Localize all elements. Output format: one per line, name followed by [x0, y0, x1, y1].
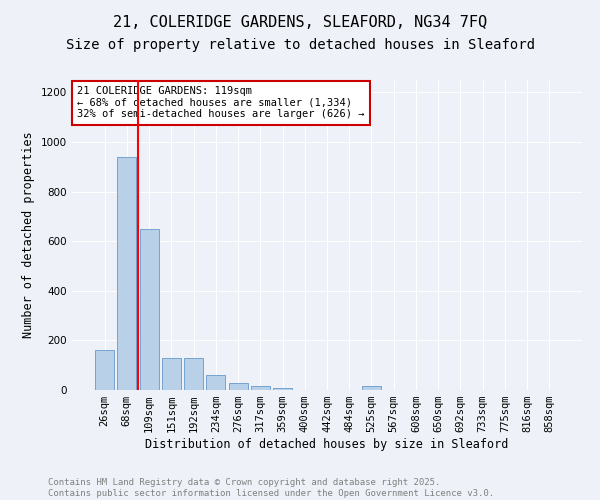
- Text: 21, COLERIDGE GARDENS, SLEAFORD, NG34 7FQ: 21, COLERIDGE GARDENS, SLEAFORD, NG34 7F…: [113, 15, 487, 30]
- Bar: [206, 375, 225, 390]
- Y-axis label: Number of detached properties: Number of detached properties: [22, 132, 35, 338]
- X-axis label: Distribution of detached houses by size in Sleaford: Distribution of detached houses by size …: [145, 438, 509, 451]
- Bar: [184, 358, 203, 390]
- Text: 21 COLERIDGE GARDENS: 119sqm
← 68% of detached houses are smaller (1,334)
32% of: 21 COLERIDGE GARDENS: 119sqm ← 68% of de…: [77, 86, 365, 120]
- Bar: [251, 386, 270, 390]
- Text: Contains HM Land Registry data © Crown copyright and database right 2025.
Contai: Contains HM Land Registry data © Crown c…: [48, 478, 494, 498]
- Text: Size of property relative to detached houses in Sleaford: Size of property relative to detached ho…: [65, 38, 535, 52]
- Bar: [362, 386, 381, 390]
- Bar: [273, 388, 292, 390]
- Bar: [118, 157, 136, 390]
- Bar: [95, 350, 114, 390]
- Bar: [140, 229, 158, 390]
- Bar: [229, 382, 248, 390]
- Bar: [162, 358, 181, 390]
